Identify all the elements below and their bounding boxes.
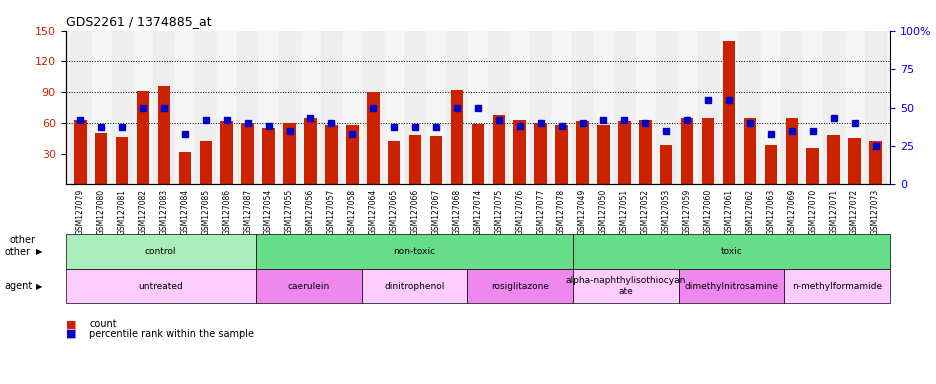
Bar [676, 31, 697, 184]
Bar [262, 128, 274, 184]
Bar [325, 125, 337, 184]
Text: dimethylnitrosamine: dimethylnitrosamine [684, 281, 778, 291]
Bar [760, 31, 781, 184]
Bar [220, 121, 233, 184]
Bar [701, 118, 713, 184]
Text: count: count [89, 319, 116, 329]
Bar [362, 31, 383, 184]
Text: ■: ■ [66, 329, 76, 339]
Bar [157, 86, 170, 184]
Bar [509, 31, 530, 184]
Bar [91, 31, 111, 184]
Bar [430, 136, 442, 184]
Bar [179, 152, 191, 184]
Bar [195, 31, 216, 184]
Text: rosiglitazone: rosiglitazone [490, 281, 548, 291]
Bar [492, 115, 505, 184]
Text: ▶: ▶ [36, 247, 42, 256]
Bar [467, 31, 488, 184]
Text: dinitrophenol: dinitrophenol [384, 281, 445, 291]
Bar [826, 135, 839, 184]
Bar [404, 31, 425, 184]
Bar [154, 31, 174, 184]
Bar [199, 141, 212, 184]
Text: non-toxic: non-toxic [393, 247, 435, 256]
Bar [446, 31, 467, 184]
Bar [367, 92, 379, 184]
Bar [283, 123, 296, 184]
Bar [241, 123, 254, 184]
Text: alpha-naphthylisothiocyan
ate: alpha-naphthylisothiocyan ate [565, 276, 685, 296]
Bar [408, 135, 421, 184]
Bar [550, 31, 572, 184]
Bar [592, 31, 613, 184]
Text: ■: ■ [66, 319, 76, 329]
Bar [345, 125, 358, 184]
Bar [722, 41, 735, 184]
Bar [743, 118, 755, 184]
Bar [739, 31, 760, 184]
Bar [69, 31, 91, 184]
Bar [784, 118, 797, 184]
Bar [638, 120, 651, 184]
Text: percentile rank within the sample: percentile rank within the sample [89, 329, 254, 339]
Bar [659, 146, 672, 184]
Bar [843, 31, 864, 184]
Bar [869, 141, 881, 184]
Bar [534, 123, 547, 184]
Bar [618, 121, 630, 184]
Bar [450, 90, 462, 184]
Bar [572, 31, 592, 184]
Text: GDS2261 / 1374885_at: GDS2261 / 1374885_at [66, 15, 211, 28]
Text: n-methylformamide: n-methylformamide [791, 281, 882, 291]
Bar [342, 31, 362, 184]
Text: untreated: untreated [139, 281, 183, 291]
Text: other: other [9, 235, 36, 245]
Text: other: other [5, 247, 31, 257]
Bar [596, 125, 609, 184]
Text: caerulein: caerulein [287, 281, 329, 291]
Bar [95, 133, 108, 184]
Bar [304, 118, 316, 184]
Bar [111, 31, 132, 184]
Bar [425, 31, 446, 184]
Bar [137, 91, 149, 184]
Text: toxic: toxic [720, 247, 741, 256]
Bar [471, 124, 484, 184]
Bar [132, 31, 154, 184]
Bar [680, 118, 693, 184]
Bar [174, 31, 195, 184]
Bar [801, 31, 823, 184]
Bar [635, 31, 655, 184]
Bar [279, 31, 300, 184]
Bar [806, 149, 818, 184]
Bar [718, 31, 739, 184]
Bar [216, 31, 237, 184]
Bar [555, 125, 567, 184]
Bar [257, 31, 279, 184]
Bar [320, 31, 342, 184]
Bar [513, 120, 525, 184]
Bar [530, 31, 550, 184]
Bar [847, 138, 860, 184]
Bar [383, 31, 404, 184]
Bar [74, 120, 86, 184]
Bar [781, 31, 801, 184]
Bar [613, 31, 635, 184]
Bar [237, 31, 257, 184]
Bar [823, 31, 843, 184]
Bar [697, 31, 718, 184]
Bar [300, 31, 320, 184]
Bar [764, 146, 776, 184]
Bar [488, 31, 509, 184]
Bar [388, 141, 400, 184]
Text: ▶: ▶ [36, 281, 42, 291]
Bar [864, 31, 885, 184]
Bar [116, 137, 128, 184]
Text: agent: agent [5, 281, 33, 291]
Bar [655, 31, 676, 184]
Bar [576, 121, 588, 184]
Text: control: control [145, 247, 176, 256]
